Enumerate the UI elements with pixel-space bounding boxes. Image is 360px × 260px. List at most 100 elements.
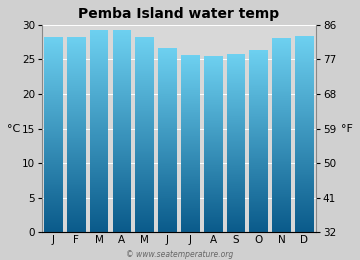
Bar <box>158 77 177 78</box>
Bar <box>295 159 314 160</box>
Bar <box>135 131 154 132</box>
Bar <box>90 136 108 138</box>
Bar <box>158 218 177 219</box>
Bar <box>158 97 177 98</box>
Bar <box>249 59 268 60</box>
Bar <box>44 65 63 66</box>
Bar <box>249 80 268 81</box>
Bar <box>272 165 291 166</box>
Bar <box>44 58 63 59</box>
Bar <box>67 205 86 206</box>
Bar <box>272 120 291 121</box>
Bar <box>204 115 222 116</box>
Bar <box>67 61 86 62</box>
Bar <box>67 188 86 189</box>
Bar <box>272 164 291 165</box>
Bar <box>249 185 268 186</box>
Bar <box>67 43 86 44</box>
Bar <box>181 93 200 94</box>
Bar <box>113 166 131 167</box>
Bar <box>272 160 291 161</box>
Bar <box>204 107 222 108</box>
Bar <box>227 135 245 136</box>
Bar <box>204 67 222 68</box>
Bar <box>227 94 245 95</box>
Bar <box>181 107 200 108</box>
Bar <box>113 176 131 177</box>
Bar <box>90 188 108 189</box>
Bar <box>113 195 131 196</box>
Bar <box>67 115 86 116</box>
Bar <box>67 140 86 141</box>
Bar <box>158 214 177 215</box>
Bar <box>113 146 131 147</box>
Bar <box>113 194 131 195</box>
Bar <box>295 214 314 215</box>
Bar <box>204 206 222 207</box>
Bar <box>135 86 154 87</box>
Bar <box>227 68 245 69</box>
Bar <box>67 144 86 145</box>
Bar <box>181 56 200 57</box>
Bar <box>44 54 63 55</box>
Bar <box>90 176 108 177</box>
Bar <box>249 141 268 142</box>
Bar <box>249 231 268 232</box>
Bar <box>67 57 86 58</box>
Bar <box>135 184 154 185</box>
Bar <box>67 97 86 98</box>
Bar <box>249 70 268 71</box>
Bar <box>135 152 154 153</box>
Bar <box>90 222 108 223</box>
Bar <box>90 61 108 62</box>
Bar <box>90 150 108 151</box>
Bar <box>113 61 131 62</box>
Bar <box>158 94 177 95</box>
Bar <box>158 144 177 145</box>
Bar <box>204 74 222 75</box>
Bar <box>90 146 108 147</box>
Text: © www.seatemperature.org: © www.seatemperature.org <box>126 250 234 259</box>
Bar <box>135 104 154 105</box>
Bar <box>295 210 314 211</box>
Bar <box>44 119 63 120</box>
Bar <box>272 102 291 103</box>
Bar <box>44 55 63 56</box>
Bar <box>295 58 314 60</box>
Bar <box>249 129 268 130</box>
Bar <box>227 173 245 174</box>
Bar <box>90 151 108 152</box>
Bar <box>158 179 177 180</box>
Bar <box>227 180 245 181</box>
Bar <box>44 208 63 209</box>
Bar <box>90 213 108 214</box>
Bar <box>227 181 245 183</box>
Bar <box>113 186 131 187</box>
Bar <box>204 225 222 226</box>
Bar <box>158 149 177 150</box>
Bar <box>295 57 314 58</box>
Bar <box>272 149 291 150</box>
Bar <box>204 139 222 140</box>
Bar <box>158 167 177 168</box>
Bar <box>227 157 245 158</box>
Bar <box>44 127 63 128</box>
Bar <box>227 111 245 112</box>
Bar <box>158 139 177 140</box>
Bar <box>113 141 131 142</box>
Bar <box>113 111 131 112</box>
Bar <box>135 43 154 44</box>
Bar <box>204 136 222 137</box>
Bar <box>272 88 291 89</box>
Bar <box>158 143 177 144</box>
Bar <box>272 211 291 212</box>
Bar <box>181 143 200 144</box>
Bar <box>44 180 63 181</box>
Bar <box>44 128 63 129</box>
Bar <box>158 195 177 196</box>
Bar <box>181 174 200 175</box>
Bar <box>90 194 108 195</box>
Bar <box>113 81 131 82</box>
Bar <box>67 160 86 161</box>
Bar <box>113 109 131 110</box>
